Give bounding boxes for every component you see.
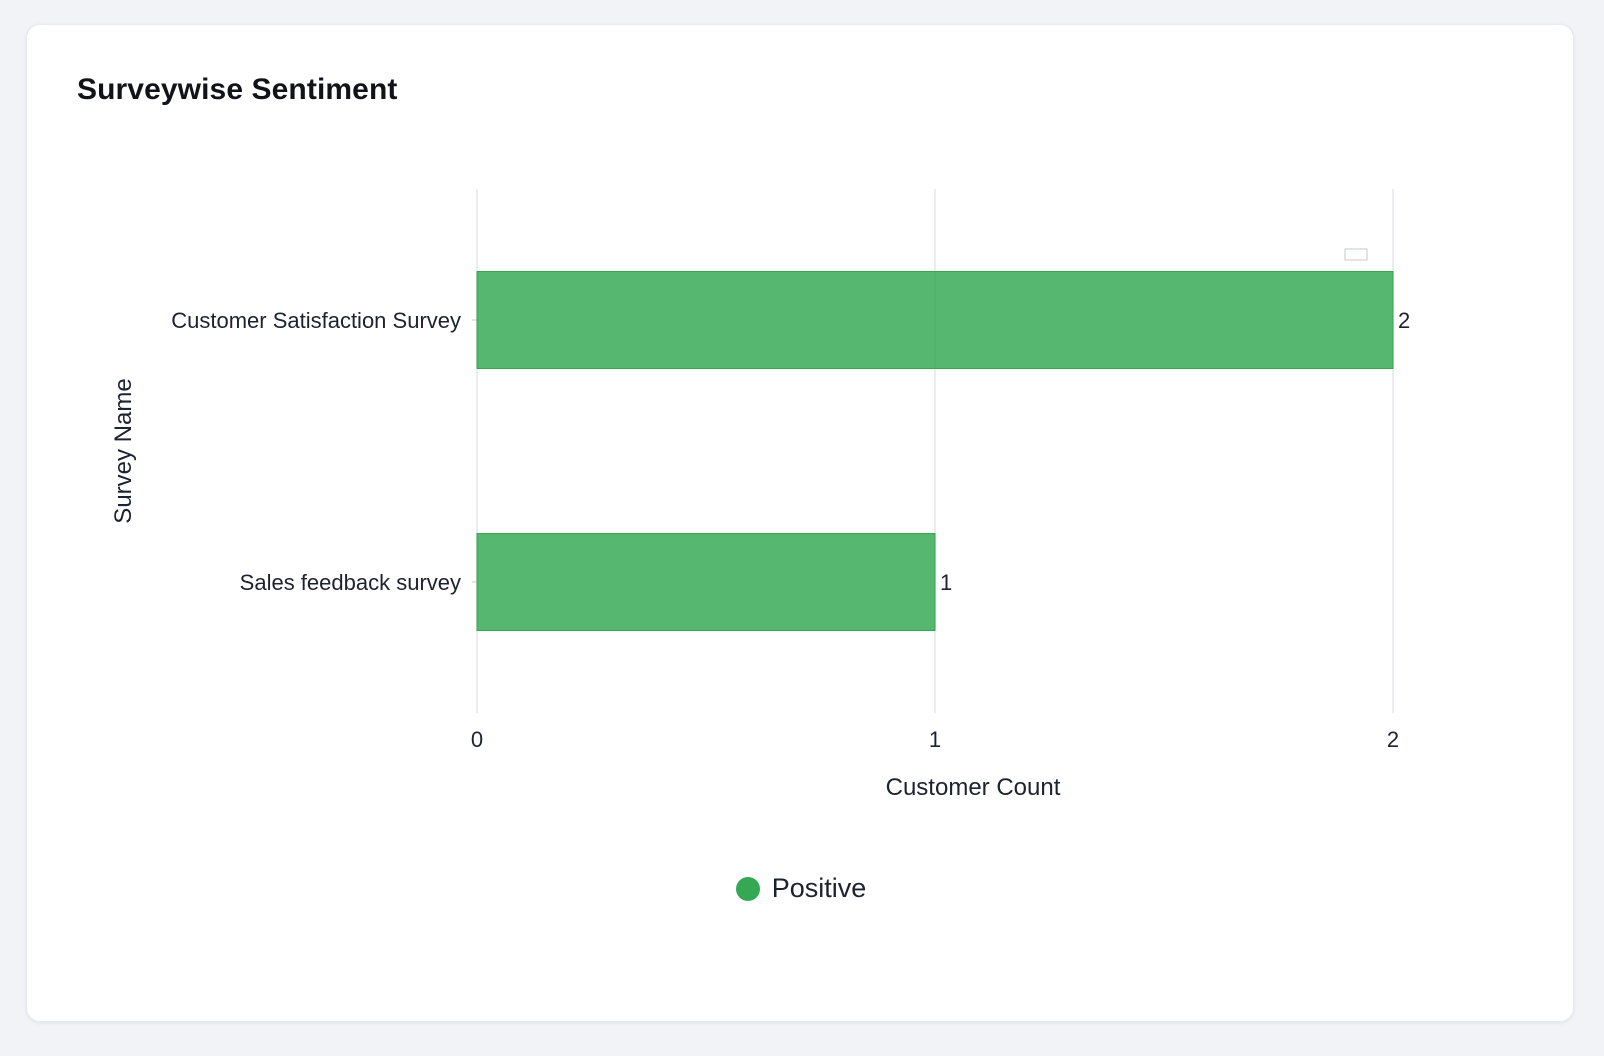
y-tick-label: Customer Satisfaction Survey [171,308,461,333]
card-title: Surveywise Sentiment [77,73,398,106]
x-tick-label: 1 [929,727,941,752]
y-tick-label: Sales feedback survey [240,570,461,595]
bar-chart: 0 1 2 Customer Satisfaction Survey 2 Sales fe… [110,189,1410,801]
bar[interactable] [476,271,1394,369]
chart-legend: Positive [27,873,1575,904]
y-axis-title: Survey Name [110,378,137,523]
legend-swatch-positive [735,876,760,901]
labels: 0 1 2 Customer Satisfaction Survey 2 Sales fe… [110,308,1410,801]
x-axis-title: Customer Count [886,774,1061,801]
gridlines [472,189,1394,713]
chart-card: Surveywise Sentiment 0 1 2 Customer Satisfa… [26,24,1574,1022]
data-label: 2 [1398,308,1410,333]
bars [476,271,1394,631]
legend-label-positive: Positive [771,873,867,903]
legend-item-positive[interactable]: Positive [735,873,867,904]
x-tick-label: 0 [471,727,483,752]
x-tick-label: 2 [1387,727,1399,752]
data-label: 1 [940,570,952,595]
bar[interactable] [476,533,936,631]
chart-toolbar-handle[interactable] [1344,248,1368,261]
